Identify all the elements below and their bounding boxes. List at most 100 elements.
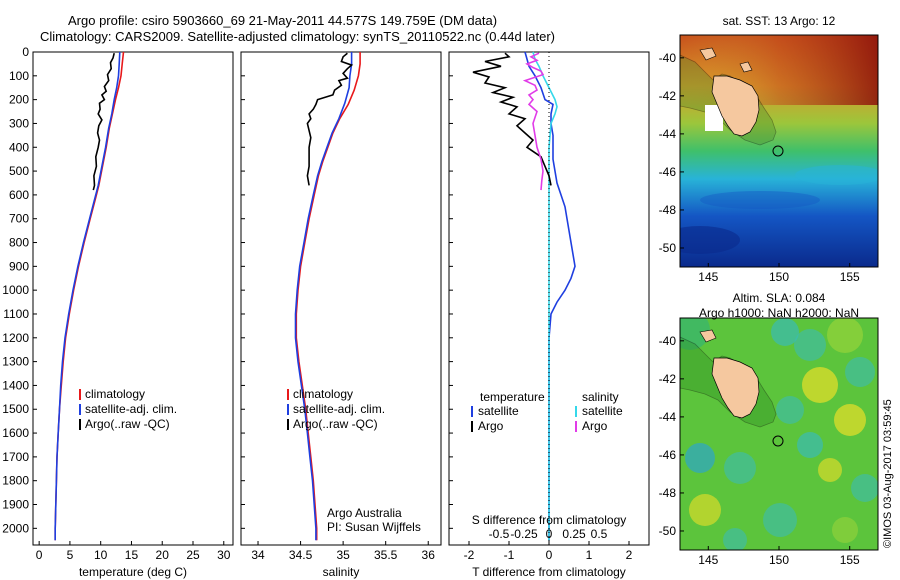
x-tick-label: 34 (251, 548, 265, 562)
top-x-tick-label: 0.25 (562, 527, 586, 541)
map-y-tick-label: -42 (659, 89, 677, 103)
sst-tasmania (711, 75, 760, 137)
depth-tick-label: 500 (9, 164, 29, 178)
depth-tick-label: 1700 (2, 450, 29, 464)
depth-tick-label: 800 (9, 236, 29, 250)
credit-line-2: PI: Susan Wijffels (327, 520, 421, 534)
map-y-tick-label: -44 (659, 410, 677, 424)
series-line-2-2 (294, 52, 353, 541)
legend-label: satellite-adj. clim. (85, 402, 177, 416)
depth-tick-label: 600 (9, 188, 29, 202)
top-x-tick-label: 0 (546, 527, 553, 541)
legend-label: satellite-adj. clim. (293, 402, 385, 416)
depth-tick-label: 700 (9, 212, 29, 226)
x-tick-label: 20 (156, 548, 170, 562)
x-tick-label: -2 (464, 548, 475, 562)
map-y-tick-label: -46 (659, 165, 677, 179)
map-y-tick-label: -46 (659, 448, 677, 462)
depth-tick-label: 900 (9, 259, 29, 273)
legend-label: Argo(..raw -QC) (85, 417, 170, 431)
map-y-tick-label: -50 (659, 524, 677, 538)
legend-label: satellite (582, 404, 623, 418)
panel-frame (240, 51, 442, 546)
depth-tick-label: 1400 (2, 378, 29, 392)
series-line-3-3 (472, 52, 552, 186)
x-tick-label: 0 (36, 548, 43, 562)
top-x-axis-label: S difference from climatology (472, 513, 627, 527)
map-x-tick-label: 145 (698, 270, 718, 284)
depth-tick-label: 100 (9, 69, 29, 83)
top-x-tick-label: -0.25 (510, 527, 538, 541)
legend-label: Argo (582, 419, 608, 433)
x-tick-label: 35.5 (374, 548, 398, 562)
x-tick-label: 0 (546, 548, 553, 562)
depth-tick-label: 200 (9, 93, 29, 107)
map-x-tick-label: 145 (698, 553, 718, 567)
timestamp-label: ©IMOS 03-Aug-2017 03:59:45 (882, 399, 894, 548)
map-sla (680, 318, 878, 550)
title-line-2: Climatology: CARS2009. Satellite-adjuste… (40, 29, 555, 44)
x-tick-label: 25 (186, 548, 200, 562)
sst-argo-marker (772, 145, 784, 157)
x-tick-label: 36 (422, 548, 436, 562)
series-line-1-2 (54, 51, 121, 541)
map-x-tick-label: 150 (769, 270, 789, 284)
depth-tick-label: 1600 (2, 426, 29, 440)
series-line-1-1 (54, 51, 125, 541)
map-axes-1: 145 150 155 -40 -42 -44 -46 -48 -50 (659, 34, 879, 284)
depth-tick-label: 1500 (2, 402, 29, 416)
depth-tick-label: 1900 (2, 498, 29, 512)
map-y-tick-label: -44 (659, 127, 677, 141)
top-x-tick-label: 0.5 (591, 527, 608, 541)
x-tick-label: 34.5 (289, 548, 313, 562)
map-x-tick-label: 155 (840, 270, 860, 284)
legend-label: satellite (478, 404, 519, 418)
map-x-tick-label: 155 (840, 553, 860, 567)
map-y-tick-label: -48 (659, 486, 677, 500)
depth-tick-label: 1100 (3, 307, 29, 321)
depth-tick-label: 1300 (2, 355, 29, 369)
series-line-3-2 (532, 51, 558, 541)
x-tick-label: 5 (67, 548, 74, 562)
depth-tick-label: 1200 (2, 331, 29, 345)
map-x-tick-label: 150 (769, 553, 789, 567)
x-tick-label: 2 (626, 548, 633, 562)
series-line-3-4 (522, 52, 545, 191)
depth-tick-label: 400 (9, 140, 29, 154)
sla-argo-marker (772, 435, 784, 447)
series-line-1-3 (92, 53, 115, 191)
depth-tick-label: 2000 (2, 521, 29, 535)
panel-frame (32, 51, 234, 546)
map-axes-2: 145 150 155 -40 -42 -44 -46 -48 -50 (659, 317, 879, 567)
map-sla-subtitle: Argo h1000: NaN h2000: NaN (699, 306, 859, 320)
x-axis-label: salinity (323, 565, 360, 579)
depth-tick-label: 1800 (2, 474, 29, 488)
x-tick-label: 30 (217, 548, 231, 562)
top-x-tick-label: -0.5 (489, 527, 510, 541)
legend-label: Argo (478, 419, 504, 433)
credit-line-1: Argo Australia (327, 506, 402, 520)
legend-label: climatology (293, 387, 353, 401)
depth-tick-label: 1000 (2, 283, 29, 297)
x-tick-label: 35 (336, 548, 350, 562)
depth-tick-label: 300 (9, 116, 29, 130)
map-sst-title: sat. SST: 13 Argo: 12 (723, 14, 836, 28)
legend-label: Argo(..raw -QC) (293, 417, 378, 431)
x-tick-label: -1 (504, 548, 515, 562)
x-tick-label: 1 (586, 548, 593, 562)
depth-tick-label: 0 (22, 45, 29, 59)
legend-label: climatology (85, 387, 145, 401)
x-axis-label: T difference from climatology (472, 565, 626, 579)
series-line-2-3 (306, 52, 354, 186)
map-y-tick-label: -40 (659, 334, 677, 348)
map-y-tick-label: -48 (659, 203, 677, 217)
map-y-tick-label: -40 (659, 51, 677, 65)
map-y-tick-label: -42 (659, 372, 677, 386)
profile-panel-1: 0 5 10 15 20 25 30 temperature (deg C) 0 100 200 30… (2, 45, 234, 579)
profile-panel-2: 34 34.5 35 35.5 36 salinity climatologysatelli… (240, 51, 442, 579)
sla-tasmania (711, 357, 760, 419)
map-y-tick-label: -50 (659, 241, 677, 255)
map-sla-title: Altim. SLA: 0.084 (733, 291, 826, 305)
profile-panel-3: -2 -1 0 1 2T difference from climatology (448, 51, 650, 579)
